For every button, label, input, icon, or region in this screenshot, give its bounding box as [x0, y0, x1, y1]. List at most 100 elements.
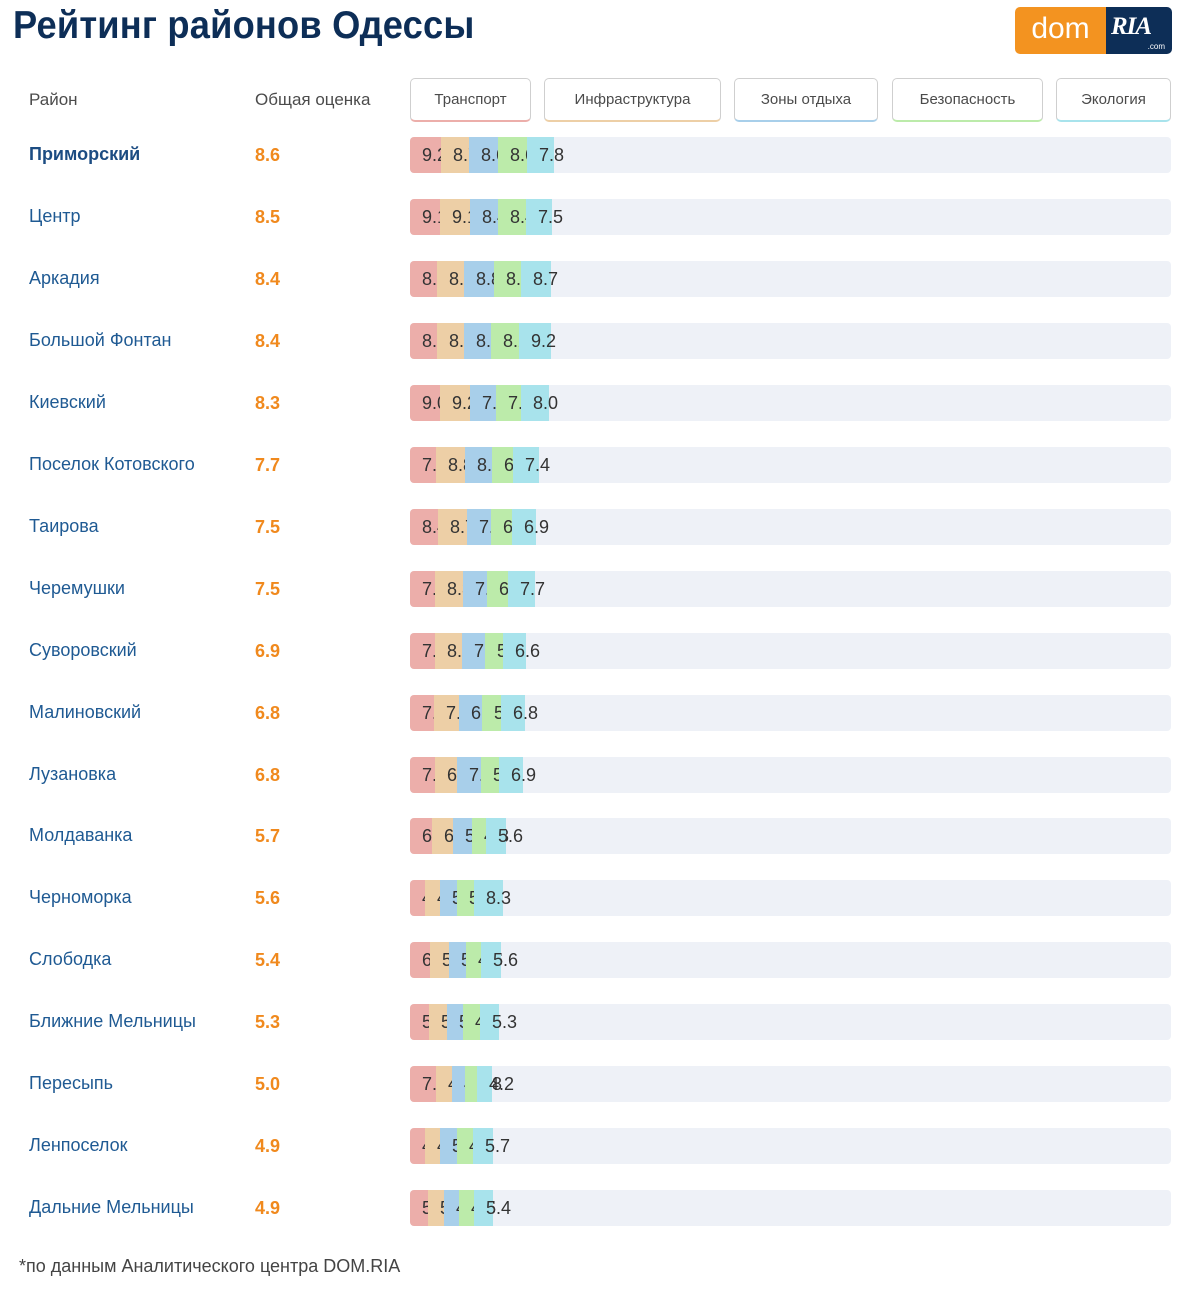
bar-segment[interactable]: 9.1: [440, 198, 477, 235]
bar-segment[interactable]: 5.4: [474, 1190, 511, 1227]
bar-track: 4.44.75.24.75.7: [410, 1128, 1171, 1165]
bar-segment[interactable]: 7.1: [410, 694, 447, 731]
bar-segment[interactable]: 4.4: [410, 1128, 447, 1165]
legend-button[interactable]: Экология: [1056, 78, 1171, 122]
bar-segment[interactable]: 8.0: [521, 384, 558, 421]
bar-segment[interactable]: 5.4: [429, 1004, 466, 1041]
district-name: Приморский: [29, 144, 141, 164]
bar-segment[interactable]: 6.9: [499, 756, 536, 793]
bar-segment[interactable]: 8.7: [441, 137, 478, 173]
bar-segment[interactable]: 9.0: [410, 384, 447, 421]
bar-segment[interactable]: 8.4: [470, 198, 507, 235]
bar-segment[interactable]: 9.2: [519, 322, 556, 359]
bar-segment[interactable]: 6.1: [410, 942, 447, 979]
bar-segment[interactable]: 7.7: [434, 694, 471, 731]
bar-segment[interactable]: 9.1: [410, 198, 447, 235]
bar-segment[interactable]: 8.3: [464, 322, 501, 359]
bar-segment[interactable]: 6.1: [492, 446, 529, 483]
bar-segment[interactable]: 4.4: [444, 1190, 481, 1227]
bar-segment[interactable]: 7.3: [457, 756, 494, 793]
bar-segment[interactable]: 4.9: [463, 1004, 500, 1041]
bar-segment[interactable]: 8.1: [465, 446, 502, 483]
overall-column-header: Общая оценка: [255, 90, 371, 109]
bar-segment[interactable]: 4.8: [436, 1066, 473, 1103]
bar-segment[interactable]: 7.6: [410, 632, 447, 669]
bar-segment[interactable]: 8.7: [521, 260, 558, 297]
domria-logo[interactable]: dom RIA .com: [1015, 7, 1173, 54]
bar-segment[interactable]: 8.2: [410, 322, 447, 359]
bar-segment[interactable]: 7.8: [527, 137, 564, 173]
bar-segment[interactable]: 4.7: [457, 1128, 494, 1165]
bar-segment[interactable]: 7.4: [513, 446, 550, 483]
district-overall-score: 4.9: [255, 1198, 281, 1219]
bar-segment[interactable]: 4.0: [452, 1066, 489, 1103]
bar-segment[interactable]: 8.3: [437, 260, 474, 297]
bar-segment[interactable]: 7.5: [526, 198, 563, 235]
bar-segment[interactable]: 7.6: [410, 570, 447, 607]
bar-segment[interactable]: 5.4: [481, 756, 518, 793]
bar-segment[interactable]: 8.3: [474, 880, 511, 917]
bar-segment[interactable]: 4.6: [466, 942, 503, 979]
bar-segment[interactable]: 6.9: [512, 508, 549, 545]
legend-button[interactable]: Зоны отдыха: [734, 78, 878, 122]
bar-segment[interactable]: 5.6: [410, 1004, 447, 1041]
bar-segment[interactable]: 4.6: [459, 1190, 496, 1227]
bar-segment[interactable]: 9.2: [410, 137, 447, 173]
legend-button[interactable]: Инфраструктура: [544, 78, 721, 122]
bar-segment[interactable]: 8.0: [435, 632, 472, 669]
bar-segment[interactable]: 8.2: [491, 322, 528, 359]
bar-segment[interactable]: 5.4: [485, 632, 522, 669]
bar-segment[interactable]: 5.6: [481, 942, 518, 979]
bar-segment[interactable]: 8.6: [469, 137, 506, 173]
bar-segment[interactable]: 8.0: [437, 322, 474, 359]
bar-segment[interactable]: 5.6: [430, 942, 467, 979]
bar-segment[interactable]: 8.4: [498, 198, 535, 235]
bar-segment[interactable]: 8.6: [498, 137, 535, 173]
bar-segment[interactable]: 6.5: [487, 570, 524, 607]
bar-segment[interactable]: 4.2: [477, 1066, 514, 1103]
bar-segment[interactable]: 8.7: [438, 508, 475, 545]
bar-segment[interactable]: 5.9: [482, 694, 519, 731]
bar-segment[interactable]: 7.8: [470, 384, 507, 421]
bar-segment[interactable]: 6.7: [435, 756, 472, 793]
district-name: Лузановка: [29, 763, 117, 784]
bar-segment[interactable]: 7.7: [410, 1066, 447, 1103]
bar-segment[interactable]: 6.5: [432, 818, 469, 855]
district-name: Малиновский: [29, 701, 142, 722]
bar-segment[interactable]: 7.5: [410, 756, 447, 793]
bar-segment[interactable]: 7.2: [463, 570, 500, 607]
bar-segment[interactable]: 5.3: [480, 1004, 517, 1041]
bar-segment[interactable]: 8.2: [494, 260, 531, 297]
bar-segment[interactable]: 7.0: [462, 632, 499, 669]
legend-button[interactable]: Транспорт: [410, 78, 531, 122]
bar-segment[interactable]: 5.3: [410, 1190, 447, 1227]
bar-segment[interactable]: 6.6: [503, 632, 540, 669]
bar-segment[interactable]: 4.3: [472, 818, 509, 855]
bar-segment[interactable]: 5.6: [486, 818, 523, 855]
bar-segment[interactable]: 8.8: [464, 260, 501, 297]
bar-segment[interactable]: 8.1: [410, 260, 447, 297]
bar-segment[interactable]: 5.7: [453, 818, 490, 855]
bar-segment[interactable]: 5.7: [473, 1128, 510, 1165]
bar-segment[interactable]: 6.8: [501, 694, 538, 731]
bar-segment[interactable]: 7.9: [410, 446, 447, 483]
bar-segment[interactable]: 6.4: [491, 508, 528, 545]
bar-segment[interactable]: 8.3: [435, 570, 472, 607]
district-overall-score: 5.7: [255, 826, 281, 847]
bar-track: 7.68.37.26.57.7: [410, 570, 1171, 607]
bar-segment[interactable]: 7.7: [508, 570, 545, 607]
bar-segment[interactable]: 5.2: [440, 1128, 477, 1165]
bar-segment[interactable]: 7.5: [496, 384, 533, 421]
bar-segment[interactable]: 6.5: [410, 818, 447, 855]
legend-button[interactable]: Безопасность: [892, 78, 1043, 122]
bar-segment[interactable]: 7.2: [467, 508, 504, 545]
bar-track: 5.65.45.14.95.3: [410, 1004, 1171, 1041]
bar-segment[interactable]: 6.8: [459, 694, 496, 731]
bar-segment[interactable]: 4.5: [425, 880, 462, 917]
bar-segment[interactable]: 8.4: [410, 508, 447, 545]
bar-segment[interactable]: 9.2: [440, 384, 477, 421]
bar-segment[interactable]: 4.5: [410, 880, 447, 917]
bar-segment[interactable]: 5.2: [449, 942, 486, 979]
bar-segment[interactable]: 8.8: [436, 446, 473, 483]
bar-segment[interactable]: 5.0: [457, 880, 494, 917]
